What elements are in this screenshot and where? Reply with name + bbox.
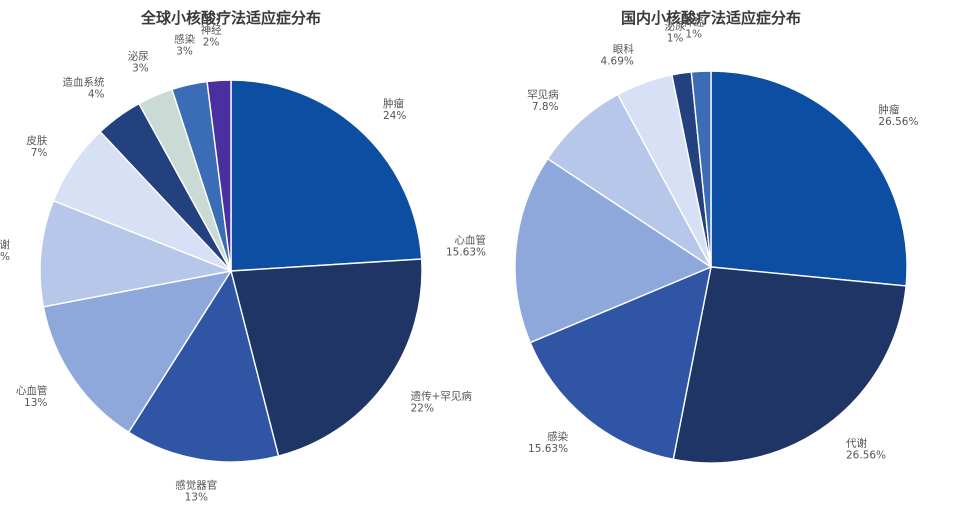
pie-slice-domestic-0 bbox=[710, 70, 908, 287]
slice-label-percent: 1% bbox=[685, 28, 702, 40]
pie-slice-domestic-1 bbox=[672, 266, 907, 464]
slice-label-name: 泌尿 bbox=[128, 49, 149, 62]
pie-slice-global-4 bbox=[39, 199, 234, 308]
slice-label-percent: 7.8% bbox=[532, 101, 559, 113]
pie-slice-domestic-7 bbox=[690, 70, 712, 268]
pie-slice-global-1 bbox=[230, 258, 423, 457]
slice-label-percent: 13% bbox=[185, 491, 208, 503]
pie-slice-global-2 bbox=[127, 269, 280, 463]
global-pie-labels: 肿瘤24%遗传+罕见病22%感觉器官13%心血管13%代谢9%皮肤7%造血系统4… bbox=[0, 23, 472, 503]
slice-label-name: 感觉器官 bbox=[175, 478, 217, 491]
slice-label-percent: 26.56% bbox=[878, 116, 918, 128]
slice-label-name: 泌尿 bbox=[665, 20, 686, 33]
domestic-pie-labels: 肿瘤26.56%代谢26.56%感染15.63%心血管15.63%罕见病7.8%… bbox=[446, 15, 919, 461]
slice-label-percent: 9% bbox=[0, 251, 10, 263]
global-pie bbox=[39, 79, 423, 463]
slice-label-percent: 3% bbox=[132, 62, 149, 74]
slice-label-name: 遗传+罕见病 bbox=[411, 390, 473, 403]
slice-label-name: 心血管 bbox=[16, 384, 48, 397]
slice-label-name: 造血系统 bbox=[63, 75, 105, 88]
slice-label-name: 感染 bbox=[174, 32, 195, 45]
slice-label-percent: 22% bbox=[411, 403, 434, 415]
slice-label-name: 心血管 bbox=[455, 234, 487, 247]
pie-slice-domestic-4 bbox=[546, 93, 712, 268]
slice-label-percent: 1% bbox=[667, 33, 684, 45]
slice-label-percent: 4% bbox=[88, 88, 105, 100]
pie-slice-global-0 bbox=[230, 79, 423, 272]
slice-label-name: 感染 bbox=[547, 430, 568, 443]
slice-label-name: 神经 bbox=[683, 15, 704, 28]
slice-label-name: 代谢 bbox=[846, 436, 867, 449]
slice-label-percent: 26.56% bbox=[846, 449, 886, 461]
slice-label-name: 神经 bbox=[201, 23, 222, 36]
slice-label-name: 眼科 bbox=[613, 43, 634, 56]
pie-slice-global-3 bbox=[42, 270, 233, 434]
slice-label-percent: 24% bbox=[383, 110, 406, 122]
slice-label-percent: 3% bbox=[176, 45, 193, 57]
slice-label-percent: 13% bbox=[24, 397, 47, 409]
slice-label-name: 皮肤 bbox=[26, 134, 47, 147]
slice-label-percent: 4.69% bbox=[601, 56, 634, 68]
global-chart-title: 全球小核酸疗法适应症分布 bbox=[140, 9, 321, 27]
pie-slice-domestic-3 bbox=[514, 157, 713, 344]
domestic-pie bbox=[514, 70, 908, 464]
domestic-chart-title: 国内小核酸疗法适应症分布 bbox=[621, 9, 801, 27]
slice-label-name: 代谢 bbox=[0, 238, 10, 251]
slice-label-name: 肿瘤 bbox=[878, 103, 899, 116]
slice-label-percent: 2% bbox=[203, 36, 220, 48]
slice-label-percent: 15.63% bbox=[446, 247, 486, 259]
slice-label-name: 罕见病 bbox=[527, 88, 559, 101]
pie-slice-global-9 bbox=[206, 79, 232, 272]
slice-label-name: 肿瘤 bbox=[383, 97, 404, 110]
pie-slice-domestic-2 bbox=[529, 265, 712, 461]
slice-label-percent: 7% bbox=[31, 147, 48, 159]
slice-label-percent: 15.63% bbox=[528, 443, 568, 455]
